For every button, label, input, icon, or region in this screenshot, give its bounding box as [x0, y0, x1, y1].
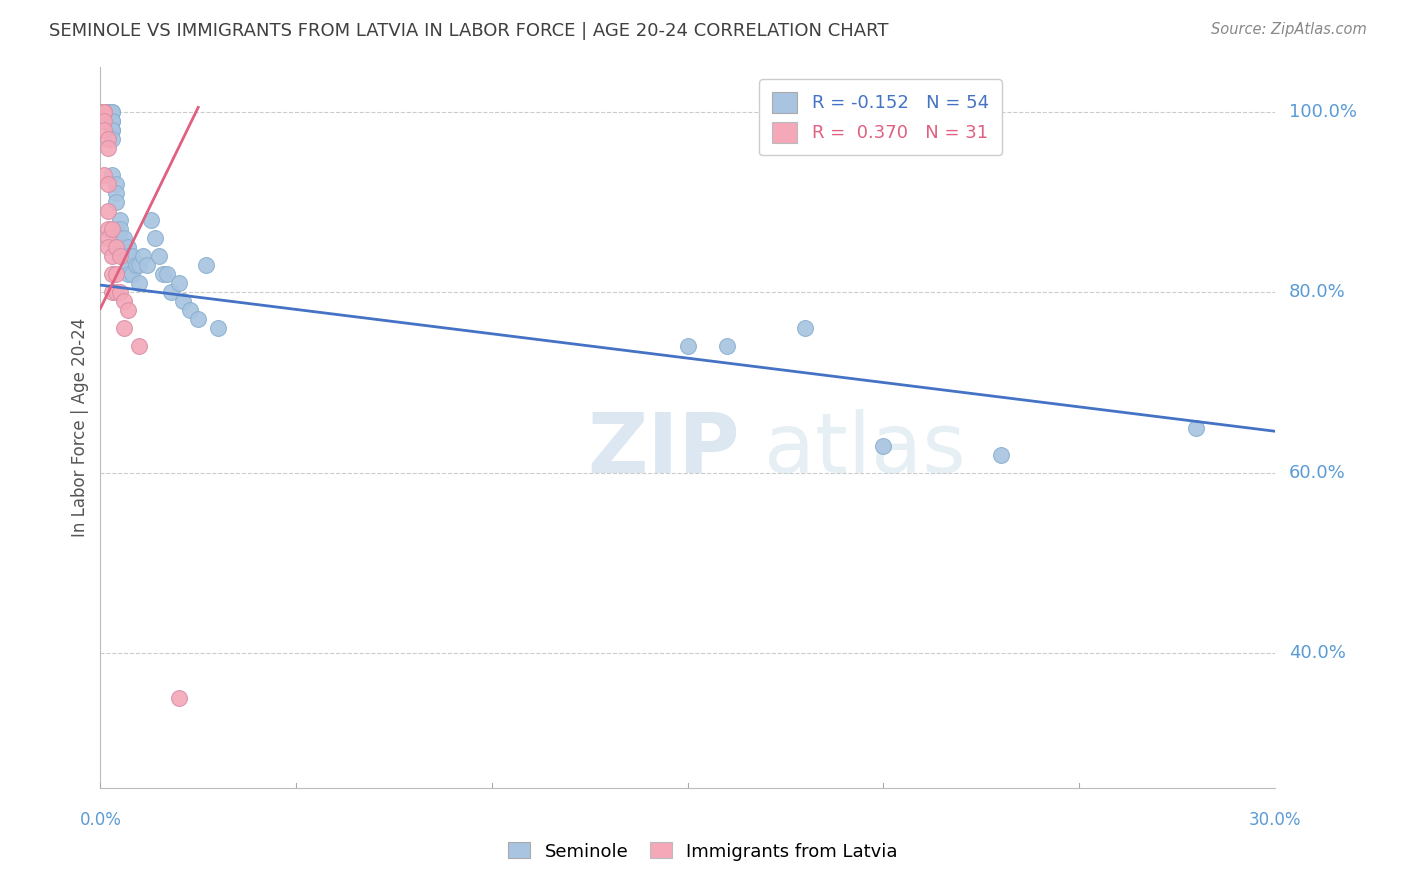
Point [105, 285, 128, 300]
Point [121, 249, 143, 263]
Point [152, 267, 174, 281]
Point [93, 104, 115, 119]
Point [716, 339, 738, 353]
Point [108, 222, 131, 236]
Point [112, 321, 135, 335]
Point [101, 267, 124, 281]
Point [117, 249, 139, 263]
Point [112, 249, 135, 263]
Point [132, 249, 155, 263]
Point [159, 285, 181, 300]
Point [101, 222, 124, 236]
Point [148, 249, 170, 263]
Point [101, 104, 124, 119]
Point [990, 448, 1012, 462]
Point [156, 267, 179, 281]
Text: atlas: atlas [763, 409, 966, 490]
Point [97, 222, 120, 236]
Point [676, 339, 699, 353]
Text: 100.0%: 100.0% [1289, 103, 1357, 120]
Point [93, 104, 115, 119]
Point [195, 258, 218, 272]
Point [108, 249, 131, 263]
Point [117, 258, 139, 272]
Point [124, 258, 146, 272]
Point [105, 267, 128, 281]
Point [93, 123, 115, 137]
Point [872, 439, 894, 453]
Point [179, 303, 201, 318]
Text: Source: ZipAtlas.com: Source: ZipAtlas.com [1211, 22, 1367, 37]
Point [101, 285, 124, 300]
Point [112, 231, 135, 245]
Point [101, 114, 124, 128]
Point [128, 339, 150, 353]
Text: 0.0%: 0.0% [79, 811, 121, 829]
Point [101, 123, 124, 137]
Point [97, 204, 120, 219]
Point [167, 277, 190, 291]
Point [97, 104, 120, 119]
Point [97, 141, 120, 155]
Text: ZIP: ZIP [588, 409, 740, 490]
Point [121, 267, 143, 281]
Point [207, 321, 229, 335]
Point [93, 114, 115, 128]
Point [93, 104, 115, 119]
Point [97, 132, 120, 146]
Point [172, 294, 194, 309]
Point [187, 312, 209, 326]
Point [101, 104, 124, 119]
Point [97, 104, 120, 119]
Point [117, 240, 139, 254]
Legend: R = -0.152   N = 54, R =  0.370   N = 31: R = -0.152 N = 54, R = 0.370 N = 31 [759, 79, 1001, 155]
Point [105, 186, 128, 200]
Point [794, 321, 817, 335]
Point [97, 104, 120, 119]
Point [93, 104, 115, 119]
Point [128, 258, 150, 272]
Point [117, 267, 139, 281]
Point [97, 231, 120, 245]
Point [101, 114, 124, 128]
Point [167, 691, 190, 706]
Text: 40.0%: 40.0% [1289, 644, 1346, 662]
Point [1185, 420, 1208, 434]
Point [93, 168, 115, 182]
Point [97, 177, 120, 191]
Point [93, 104, 115, 119]
Text: SEMINOLE VS IMMIGRANTS FROM LATVIA IN LABOR FORCE | AGE 20-24 CORRELATION CHART: SEMINOLE VS IMMIGRANTS FROM LATVIA IN LA… [49, 22, 889, 40]
Point [97, 240, 120, 254]
Point [93, 104, 115, 119]
Point [93, 104, 115, 119]
Point [108, 240, 131, 254]
Point [93, 104, 115, 119]
Point [105, 195, 128, 210]
Point [141, 213, 163, 227]
Text: 80.0%: 80.0% [1289, 284, 1346, 301]
Point [112, 294, 135, 309]
Point [97, 104, 120, 119]
Point [105, 240, 128, 254]
Point [108, 285, 131, 300]
Point [101, 249, 124, 263]
Point [93, 104, 115, 119]
Point [108, 213, 131, 227]
Text: 30.0%: 30.0% [1249, 811, 1301, 829]
Point [128, 277, 150, 291]
Y-axis label: In Labor Force | Age 20-24: In Labor Force | Age 20-24 [72, 318, 89, 537]
Point [105, 222, 128, 236]
Point [105, 177, 128, 191]
Point [101, 123, 124, 137]
Point [101, 168, 124, 182]
Point [108, 231, 131, 245]
Point [101, 132, 124, 146]
Legend: Seminole, Immigrants from Latvia: Seminole, Immigrants from Latvia [499, 833, 907, 870]
Point [117, 303, 139, 318]
Text: 60.0%: 60.0% [1289, 464, 1346, 482]
Point [143, 231, 166, 245]
Point [93, 104, 115, 119]
Point [136, 258, 159, 272]
